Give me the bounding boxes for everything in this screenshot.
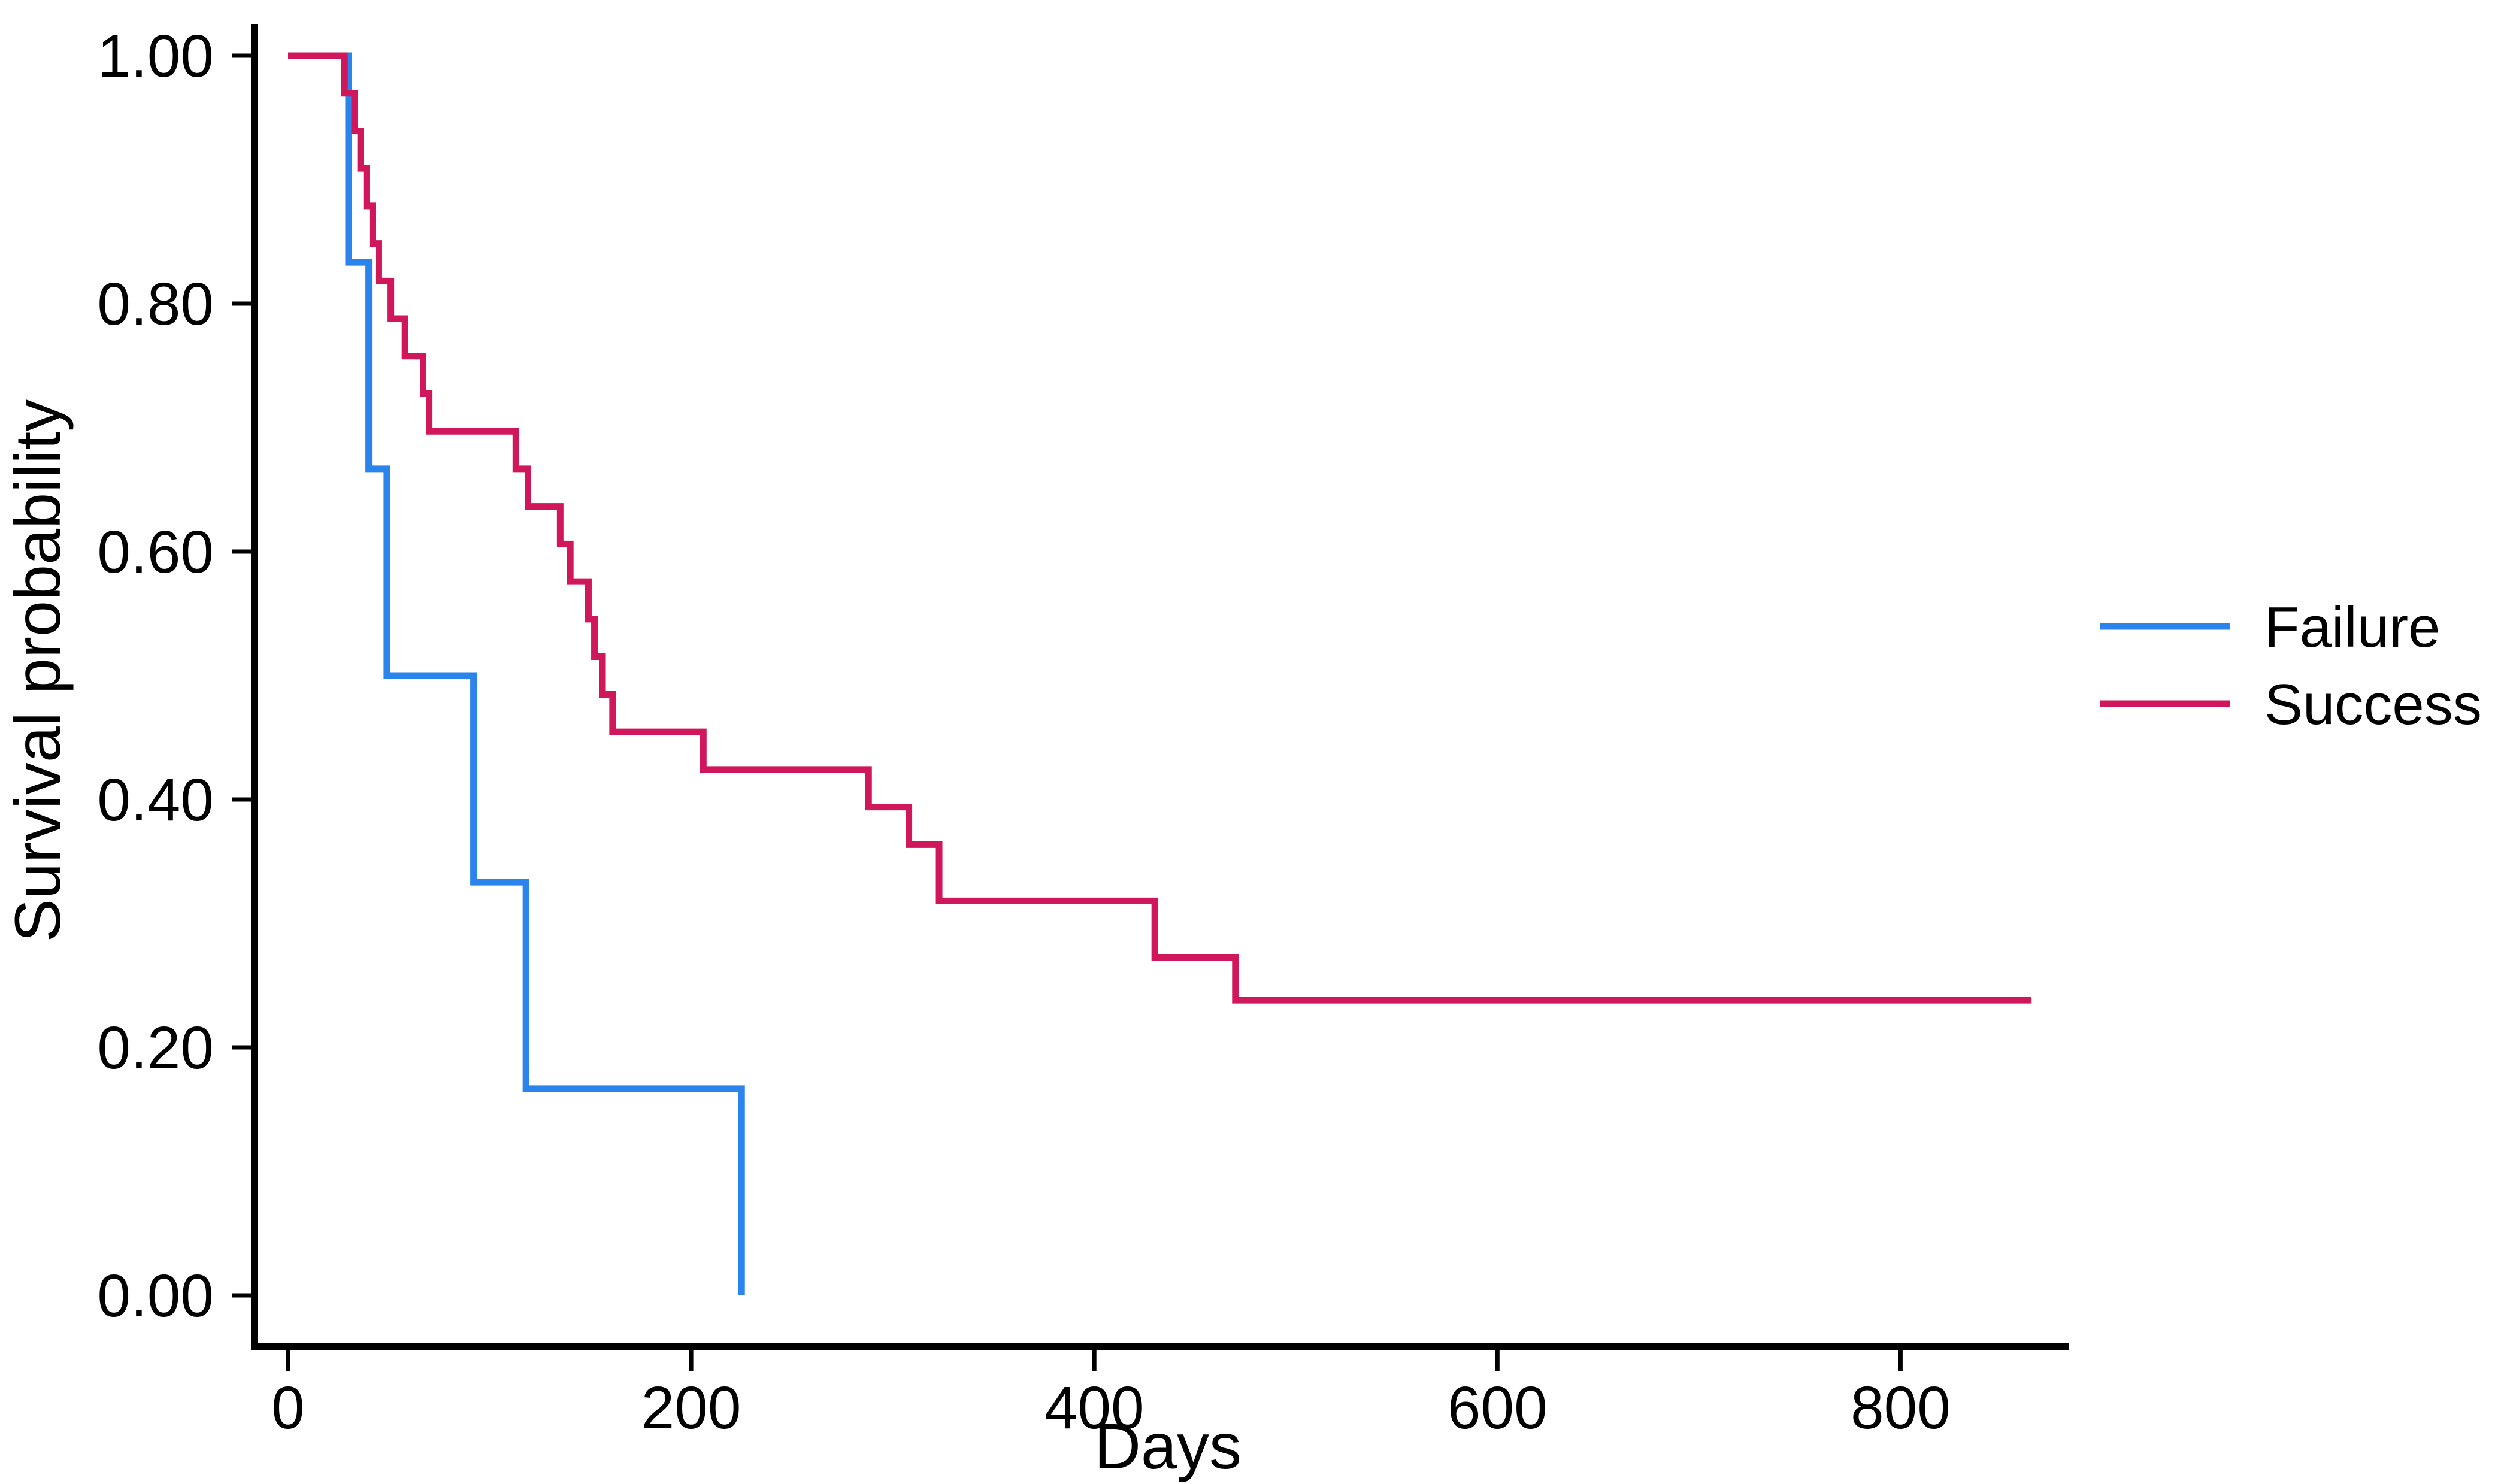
y-tick-label: 0.60	[97, 519, 214, 586]
x-tick-label: 800	[1851, 1374, 1951, 1441]
survival-curve-failure	[288, 52, 745, 1295]
legend: Failure Success	[2100, 595, 2482, 737]
x-axis-title: Days	[1094, 1410, 1242, 1482]
curves-layer	[288, 52, 2032, 1295]
x-tick-label: 600	[1448, 1374, 1548, 1441]
legend-label-success: Success	[2264, 673, 2482, 737]
x-tick-label: 200	[641, 1374, 741, 1441]
x-tick-label: 400	[1044, 1374, 1144, 1441]
y-tick-label: 0.20	[97, 1014, 214, 1082]
y-tick-label: 0.80	[97, 271, 214, 338]
y-axis-title: Survival probability	[1, 399, 74, 942]
axes-layer: 0.00 0.20 0.40 0.60 0.80 1.00 0 200 400 600 800	[97, 23, 2069, 1441]
y-tick-label: 0.00	[97, 1262, 214, 1329]
survival-curve-success	[288, 52, 2032, 1004]
y-tick-label: 1.00	[97, 23, 214, 90]
legend-label-failure: Failure	[2264, 595, 2440, 659]
y-tick-label: 0.40	[97, 767, 214, 834]
x-tick-label: 0	[271, 1374, 305, 1441]
